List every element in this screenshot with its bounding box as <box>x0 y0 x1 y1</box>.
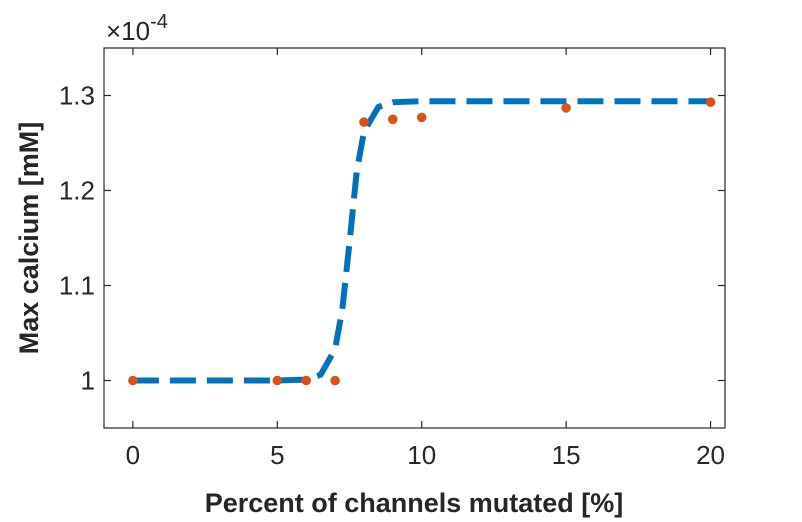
x-axis-ticks: 0 5 10 15 20 <box>126 48 725 470</box>
x-tick-label: 10 <box>407 440 436 470</box>
plot-frame <box>103 47 726 429</box>
data-point <box>330 375 340 386</box>
y-tick-label: 1.2 <box>59 176 95 206</box>
fit-line-layer <box>132 98 711 384</box>
y-axis-ticks: 1 1.1 1.2 1.3 <box>59 81 725 396</box>
data-point <box>359 117 369 127</box>
data-point <box>705 97 716 107</box>
data-points-layer <box>128 97 716 386</box>
x-tick-label: 0 <box>126 440 140 470</box>
y-axis-label: Max calcium [mM] <box>14 122 44 355</box>
x-tick-label: 15 <box>552 440 581 470</box>
data-point <box>416 112 427 123</box>
y-exponent-power: -4 <box>150 11 168 33</box>
x-axis-label: Percent of channels mutated [%] <box>205 488 624 518</box>
data-point <box>561 103 571 113</box>
data-point <box>128 375 138 386</box>
x-tick-label: 20 <box>696 440 725 470</box>
y-exponent-times: ×10 <box>106 16 150 46</box>
y-tick-label: 1.1 <box>59 271 95 301</box>
y-tick-label: 1 <box>81 366 95 396</box>
plot-area <box>104 48 725 428</box>
data-point <box>301 375 311 386</box>
data-point <box>272 375 283 386</box>
x-tick-label: 5 <box>270 440 284 470</box>
y-tick-label: 1.3 <box>59 81 95 111</box>
fit-line <box>132 98 711 384</box>
data-point <box>387 114 398 125</box>
y-exponent-label: ×10-4 <box>106 11 168 46</box>
